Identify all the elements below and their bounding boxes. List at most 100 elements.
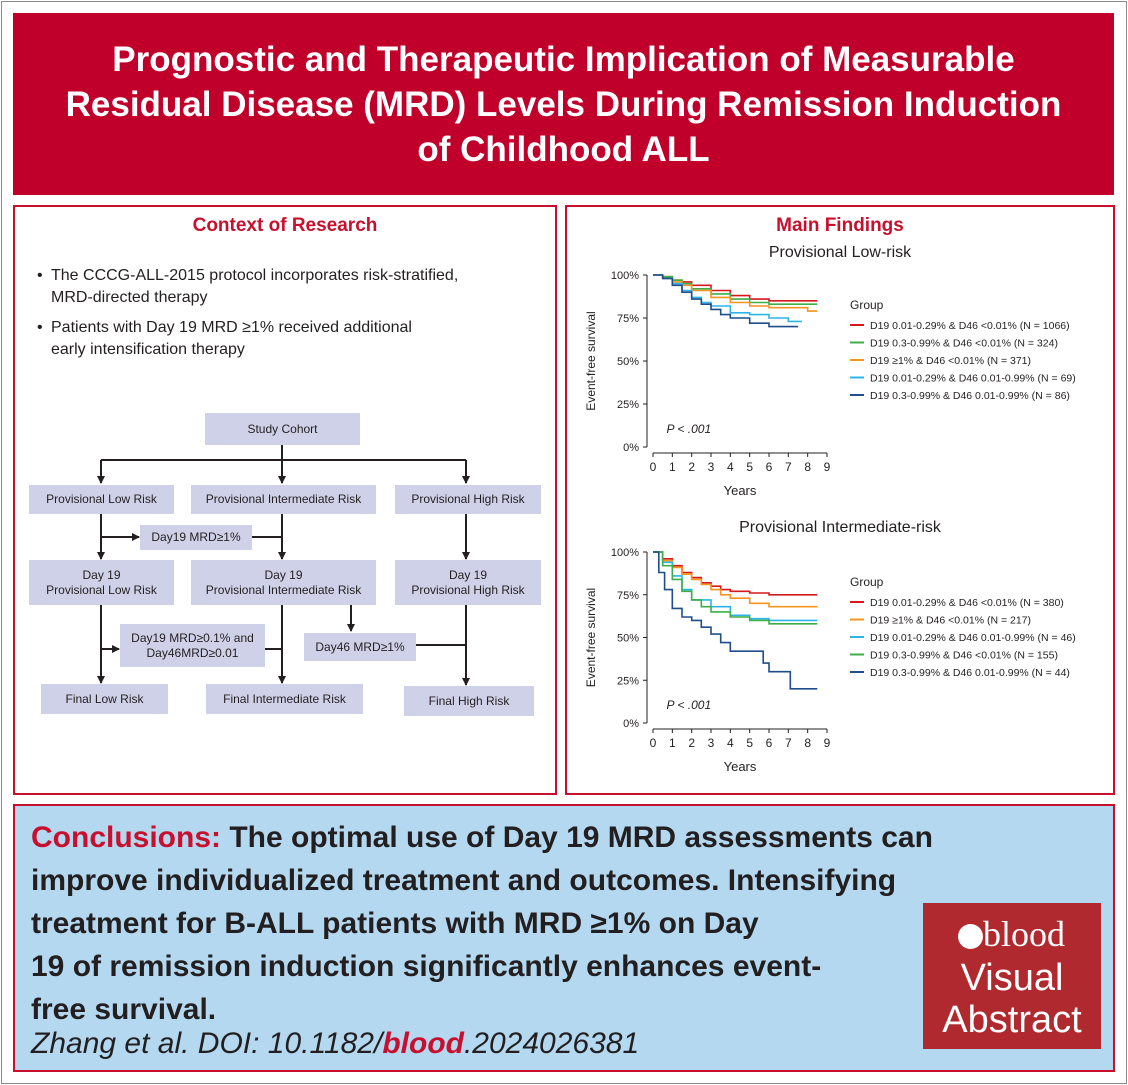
bullet-dot: • [37, 319, 43, 336]
flow-study-cohort: Study Cohort [205, 413, 360, 445]
legend-entry: D19 0.3-0.99% & D46 0.01-0.99% (N = 86) [870, 390, 1070, 402]
findings-panel: Main Findings Provisional Low-risk Provi… [565, 205, 1115, 795]
x-tick-label: 5 [746, 460, 753, 474]
title-banner: Prognostic and Therapeutic Implication o… [13, 13, 1114, 195]
conclusions-line-4: 19 of remission induction significantly … [31, 950, 822, 983]
conclusions-line-5: free survival. [31, 993, 217, 1026]
citation-prefix: Zhang et al. DOI: 10.1182/ [31, 1027, 383, 1060]
y-tick-label: 50% [617, 633, 639, 645]
flow-connectors [97, 445, 470, 686]
y-tick-label: 75% [617, 590, 639, 602]
legend-title: Group [850, 575, 884, 589]
y-tick-label: 25% [617, 399, 639, 411]
title-line-3: of Childhood ALL [417, 129, 710, 169]
flow-d19-int: Day 19 Provisional Intermediate Risk [191, 560, 376, 605]
legend-entry: D19 ≥1% & D46 <0.01% (N = 371) [870, 355, 1031, 367]
y-tick-label: 100% [611, 547, 639, 559]
legend-entry: D19 0.01-0.29% & D46 <0.01% (N = 1066) [870, 320, 1070, 332]
flow-d19-high: Day 19 Provisional High Risk [395, 560, 541, 605]
y-tick-label: 75% [617, 313, 639, 325]
conclusions-line-2: improve individualized treatment and out… [31, 864, 897, 897]
y-tick-label: 50% [617, 356, 639, 368]
blood-visual-abstract-logo: blood Visual Abstract [923, 903, 1101, 1049]
bullet-1-line-1: The CCCG-ALL-2015 protocol incorporates … [51, 267, 459, 284]
citation-journal: blood [382, 1027, 464, 1060]
title-line-2: Residual Disease (MRD) Levels During Rem… [65, 84, 1062, 124]
legend-entry: D19 0.3-0.99% & D46 0.01-0.99% (N = 44) [870, 667, 1070, 679]
x-tick-label: 9 [824, 736, 831, 750]
conclusions-line-3: treatment for B-ALL patients with MRD ≥1… [31, 907, 759, 940]
flow-d46-mrd: Day46 MRD≥1% [304, 633, 416, 661]
flow-prov-high: Provisional High Risk [395, 485, 541, 514]
x-axis-label: Years [724, 759, 757, 774]
flow-prov-int: Provisional Intermediate Risk [191, 485, 376, 514]
flow-d19-d46: Day19 MRD≥0.1% and Day46MRD≥0.01 [120, 624, 265, 667]
survival-curve [653, 274, 818, 302]
x-tick-label: 1 [669, 736, 676, 750]
logo-word: blood [982, 914, 1065, 954]
flow-d19-low: Day 19 Provisional Low Risk [29, 560, 174, 605]
survival-curve [653, 551, 818, 622]
flow-d19-mrd: Day19 MRD≥1% [140, 525, 252, 550]
x-tick-label: 5 [746, 736, 753, 750]
x-tick-label: 3 [708, 736, 715, 750]
x-tick-label: 7 [785, 460, 792, 474]
citation: Zhang et al. DOI: 10.1182/blood.20240263… [31, 1027, 639, 1061]
x-tick-label: 8 [804, 736, 811, 750]
x-tick-label: 6 [766, 736, 773, 750]
x-tick-label: 6 [766, 460, 773, 474]
flow-final-int: Final Intermediate Risk [206, 684, 363, 714]
context-panel: Context of Research • The CCCG-ALL-2015 … [13, 205, 557, 795]
x-tick-label: 1 [669, 460, 676, 474]
logo-line-2: Abstract [942, 999, 1082, 1041]
y-axis-label: Event-free survival [584, 311, 598, 410]
y-tick-label: 0% [623, 442, 639, 454]
bullet-2-line-2: early intensification therapy [51, 341, 245, 358]
y-tick-label: 25% [617, 675, 639, 687]
survival-curve [653, 274, 798, 328]
flow-final-low: Final Low Risk [41, 684, 168, 714]
findings-heading: Main Findings [776, 215, 904, 236]
x-tick-label: 8 [804, 460, 811, 474]
p-value-annotation: P < .001 [667, 422, 712, 436]
bullet-dot: • [37, 267, 43, 284]
y-tick-label: 0% [623, 718, 639, 730]
x-tick-label: 2 [688, 460, 695, 474]
legend-title: Group [850, 298, 884, 312]
km-charts: 0%25%50%75%100%0 1 2 3 4 5 6 7 8 9YearsEvent-free… [584, 270, 1076, 774]
x-axis-label: Years [724, 483, 757, 498]
survival-curve [653, 551, 818, 690]
blood-seal-icon [958, 924, 983, 949]
x-tick-label: 4 [727, 736, 734, 750]
x-tick-label: 9 [824, 460, 831, 474]
legend-entry: D19 ≥1% & D46 <0.01% (N = 217) [870, 615, 1031, 627]
logo-line-1: Visual [960, 957, 1064, 999]
context-heading: Context of Research [192, 215, 378, 236]
legend-entry: D19 0.01-0.29% & D46 0.01-0.99% (N = 46) [870, 632, 1076, 644]
survival-curve [653, 274, 818, 305]
bullet-2-line-1: Patients with Day 19 MRD ≥1% received ad… [51, 319, 412, 336]
x-tick-label: 7 [785, 736, 792, 750]
legend-entry: D19 0.3-0.99% & D46 <0.01% (N = 324) [870, 338, 1058, 350]
survival-curve [653, 551, 818, 625]
title-line-1: Prognostic and Therapeutic Implication o… [112, 39, 1015, 79]
x-tick-label: 4 [727, 460, 734, 474]
chart-2-subtitle: Provisional Intermediate-risk [739, 519, 941, 536]
x-tick-label: 0 [650, 460, 657, 474]
survival-curve [653, 551, 818, 596]
y-tick-label: 100% [611, 270, 639, 282]
conclusions-text: Conclusions: The optimal use of Day 19 M… [31, 816, 933, 1031]
chart-1-subtitle: Provisional Low-risk [768, 244, 912, 261]
citation-suffix: .2024026381 [463, 1027, 640, 1060]
x-tick-label: 0 [650, 736, 657, 750]
flow-final-high: Final High Risk [404, 686, 534, 716]
legend-entry: D19 0.01-0.29% & D46 0.01-0.99% (N = 69) [870, 373, 1076, 385]
y-axis-label: Event-free survival [584, 588, 598, 687]
bullet-1-line-2: MRD-directed therapy [51, 289, 208, 306]
legend-entry: D19 0.01-0.29% & D46 <0.01% (N = 380) [870, 597, 1064, 609]
legend-entry: D19 0.3-0.99% & D46 <0.01% (N = 155) [870, 650, 1058, 662]
x-tick-label: 2 [688, 736, 695, 750]
flow-prov-low: Provisional Low Risk [29, 485, 174, 514]
conclusions-label: Conclusions: [31, 821, 222, 854]
